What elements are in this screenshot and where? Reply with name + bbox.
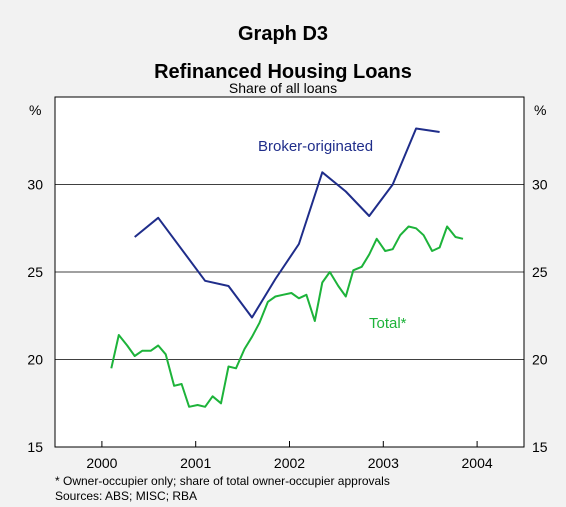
axis-ticks bbox=[101, 441, 478, 447]
series-lines bbox=[110, 127, 464, 408]
axis-labels: 15 15 20 20 25 25 30 30 2000 2001 2002 2003 2004 bbox=[27, 177, 547, 472]
x-tick-label: 2004 bbox=[462, 455, 493, 471]
chart-subtitle: Refinanced Housing Loans bbox=[154, 61, 412, 83]
chart-subsubtitle: Share of all loans bbox=[229, 80, 337, 96]
y-unit-left: % bbox=[29, 102, 41, 118]
x-tick-label: 2003 bbox=[368, 455, 399, 471]
y-tick-label-left: 20 bbox=[27, 352, 43, 368]
y-tick-label-right: 30 bbox=[532, 177, 548, 193]
y-unit-right: % bbox=[534, 102, 546, 118]
gridlines bbox=[55, 184, 524, 360]
y-tick-label-right: 25 bbox=[532, 264, 548, 280]
y-tick-label-right: 15 bbox=[532, 439, 548, 455]
x-tick-label: 2000 bbox=[86, 455, 117, 471]
x-tick-label: 2001 bbox=[180, 455, 211, 471]
y-tick-label-right: 20 bbox=[532, 352, 548, 368]
footnote: * Owner-occupier only; share of total ow… bbox=[55, 474, 390, 488]
series-line-0 bbox=[134, 127, 440, 319]
y-tick-label-left: 15 bbox=[27, 439, 43, 455]
series-label-broker: Broker-originated bbox=[258, 138, 373, 155]
x-tick-label: 2002 bbox=[274, 455, 305, 471]
y-tick-label-left: 25 bbox=[27, 264, 43, 280]
series-line-1 bbox=[110, 225, 464, 408]
chart-title: Graph D3 bbox=[238, 23, 328, 45]
series-label-total: Total* bbox=[369, 315, 407, 332]
y-tick-label-left: 30 bbox=[27, 177, 43, 193]
sources: Sources: ABS; MISC; RBA bbox=[55, 489, 197, 503]
